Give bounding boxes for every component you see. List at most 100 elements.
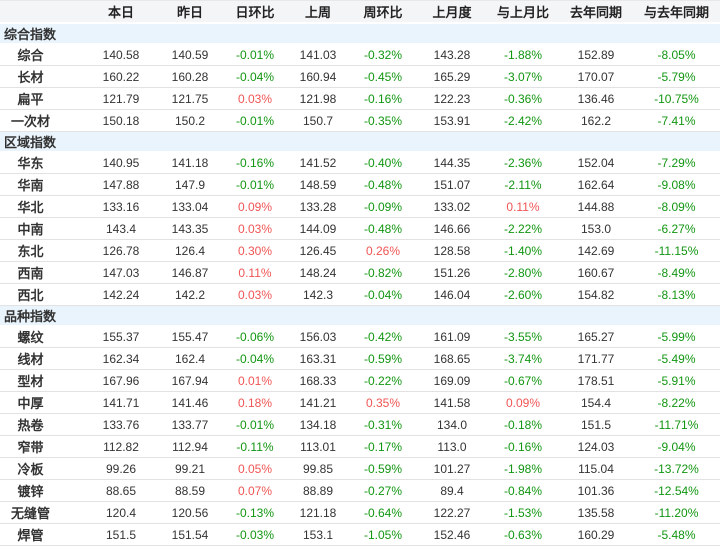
col-header-last-year: 去年同期 — [559, 1, 633, 24]
col-header-week-change: 周环比 — [349, 1, 417, 24]
value-cell: -0.31% — [349, 413, 417, 436]
value-cell: 154.4 — [559, 391, 633, 414]
value-cell: -0.16% — [223, 151, 287, 174]
value-cell: 0.30% — [223, 239, 287, 262]
value-cell: 161.09 — [417, 325, 487, 348]
table-row: 扁平 121.79 121.75 0.03% 121.98 -0.16% 122.23 -0.… — [0, 87, 720, 110]
value-cell: 133.02 — [417, 195, 487, 218]
value-cell: -0.01% — [223, 173, 287, 196]
value-cell: -0.06% — [223, 325, 287, 348]
table-row: 螺纹 155.37 155.47 -0.06% 156.03 -0.42% 161.09 -3… — [0, 325, 720, 348]
value-cell: 153.91 — [417, 109, 487, 132]
value-cell: 142.69 — [559, 239, 633, 262]
value-cell: 0.11% — [487, 195, 559, 218]
value-cell: 113.01 — [287, 435, 349, 458]
value-cell: 162.34 — [85, 347, 157, 370]
value-cell: 141.58 — [417, 391, 487, 414]
value-cell: 160.29 — [559, 523, 633, 546]
value-cell: 147.03 — [85, 261, 157, 284]
value-cell: 88.59 — [157, 479, 223, 502]
value-cell: 133.28 — [287, 195, 349, 218]
value-cell: 162.4 — [157, 347, 223, 370]
value-cell: 141.21 — [287, 391, 349, 414]
value-cell: -0.59% — [349, 347, 417, 370]
value-cell: 150.18 — [85, 109, 157, 132]
value-cell: -0.09% — [349, 195, 417, 218]
value-cell: -0.16% — [349, 87, 417, 110]
value-cell: 142.3 — [287, 283, 349, 306]
row-label: 一次材 — [0, 109, 85, 132]
value-cell: 151.54 — [157, 523, 223, 546]
value-cell: -2.22% — [487, 217, 559, 240]
value-cell: 126.78 — [85, 239, 157, 262]
value-cell: 124.03 — [559, 435, 633, 458]
col-header-last-week: 上周 — [287, 1, 349, 24]
value-cell: 178.51 — [559, 369, 633, 392]
row-label: 长材 — [0, 65, 85, 88]
value-cell: 148.59 — [287, 173, 349, 196]
value-cell: -5.49% — [633, 347, 720, 370]
value-cell: 101.36 — [559, 479, 633, 502]
value-cell: 0.18% — [223, 391, 287, 414]
value-cell: -0.04% — [223, 65, 287, 88]
table-row: 西北 142.24 142.2 0.03% 142.3 -0.04% 146.04 -2.60… — [0, 283, 720, 306]
value-cell: 165.27 — [559, 325, 633, 348]
value-cell: 165.29 — [417, 65, 487, 88]
value-cell: -9.04% — [633, 435, 720, 458]
value-cell: -0.11% — [223, 435, 287, 458]
row-label: 螺纹 — [0, 325, 85, 348]
table-row: 中南 143.4 143.35 0.03% 144.09 -0.48% 146.66 -2.2… — [0, 217, 720, 240]
value-cell: -0.67% — [487, 369, 559, 392]
value-cell: 143.4 — [85, 217, 157, 240]
table-header: 本日 昨日 日环比 上周 周环比 上月度 与上月比 去年同期 与去年同期 — [0, 1, 720, 24]
row-label: 镀锌 — [0, 479, 85, 502]
table-row: 镀锌 88.65 88.59 0.07% 88.89 -0.27% 89.4 -0.84% 10… — [0, 479, 720, 502]
value-cell: 160.22 — [85, 65, 157, 88]
value-cell: -0.84% — [487, 479, 559, 502]
value-cell: 148.24 — [287, 261, 349, 284]
value-cell: 169.09 — [417, 369, 487, 392]
value-cell: 126.45 — [287, 239, 349, 262]
group-header-row: 综合指数 — [0, 22, 720, 44]
value-cell: 135.58 — [559, 501, 633, 524]
value-cell: 151.5 — [85, 523, 157, 546]
row-label: 扁平 — [0, 87, 85, 110]
value-cell: 0.03% — [223, 87, 287, 110]
value-cell: 128.58 — [417, 239, 487, 262]
value-cell: -8.05% — [633, 43, 720, 66]
value-cell: -0.18% — [487, 413, 559, 436]
table-row: 长材 160.22 160.28 -0.04% 160.94 -0.45% 165.29 -3… — [0, 65, 720, 88]
value-cell: 133.04 — [157, 195, 223, 218]
value-cell: -0.36% — [487, 87, 559, 110]
value-cell: 168.65 — [417, 347, 487, 370]
value-cell: 0.07% — [223, 479, 287, 502]
table-row: 东北 126.78 126.4 0.30% 126.45 0.26% 128.58 -1.40… — [0, 239, 720, 262]
value-cell: 162.2 — [559, 109, 633, 132]
value-cell: 167.94 — [157, 369, 223, 392]
table-row: 综合 140.58 140.59 -0.01% 141.03 -0.32% 143.28 -1… — [0, 43, 720, 66]
value-cell: 160.67 — [559, 261, 633, 284]
value-cell: 140.95 — [85, 151, 157, 174]
value-cell: -0.63% — [487, 523, 559, 546]
value-cell: 151.5 — [559, 413, 633, 436]
value-cell: -1.05% — [349, 523, 417, 546]
table-row: 热卷 133.76 133.77 -0.01% 134.18 -0.31% 134.0 -0.… — [0, 413, 720, 436]
value-cell: -0.40% — [349, 151, 417, 174]
value-cell: -11.20% — [633, 501, 720, 524]
value-cell: -0.04% — [223, 347, 287, 370]
value-cell: 155.47 — [157, 325, 223, 348]
value-cell: -9.08% — [633, 173, 720, 196]
value-cell: -0.01% — [223, 413, 287, 436]
row-label: 无缝管 — [0, 501, 85, 524]
value-cell: 151.07 — [417, 173, 487, 196]
value-cell: -0.35% — [349, 109, 417, 132]
value-cell: 133.76 — [85, 413, 157, 436]
value-cell: 0.01% — [223, 369, 287, 392]
table-row: 焊管 151.5 151.54 -0.03% 153.1 -1.05% 152.46 -0.6… — [0, 523, 720, 546]
value-cell: -11.15% — [633, 239, 720, 262]
col-header-empty — [0, 1, 85, 24]
value-cell: -12.54% — [633, 479, 720, 502]
value-cell: 162.64 — [559, 173, 633, 196]
value-cell: -5.48% — [633, 523, 720, 546]
value-cell: 113.0 — [417, 435, 487, 458]
